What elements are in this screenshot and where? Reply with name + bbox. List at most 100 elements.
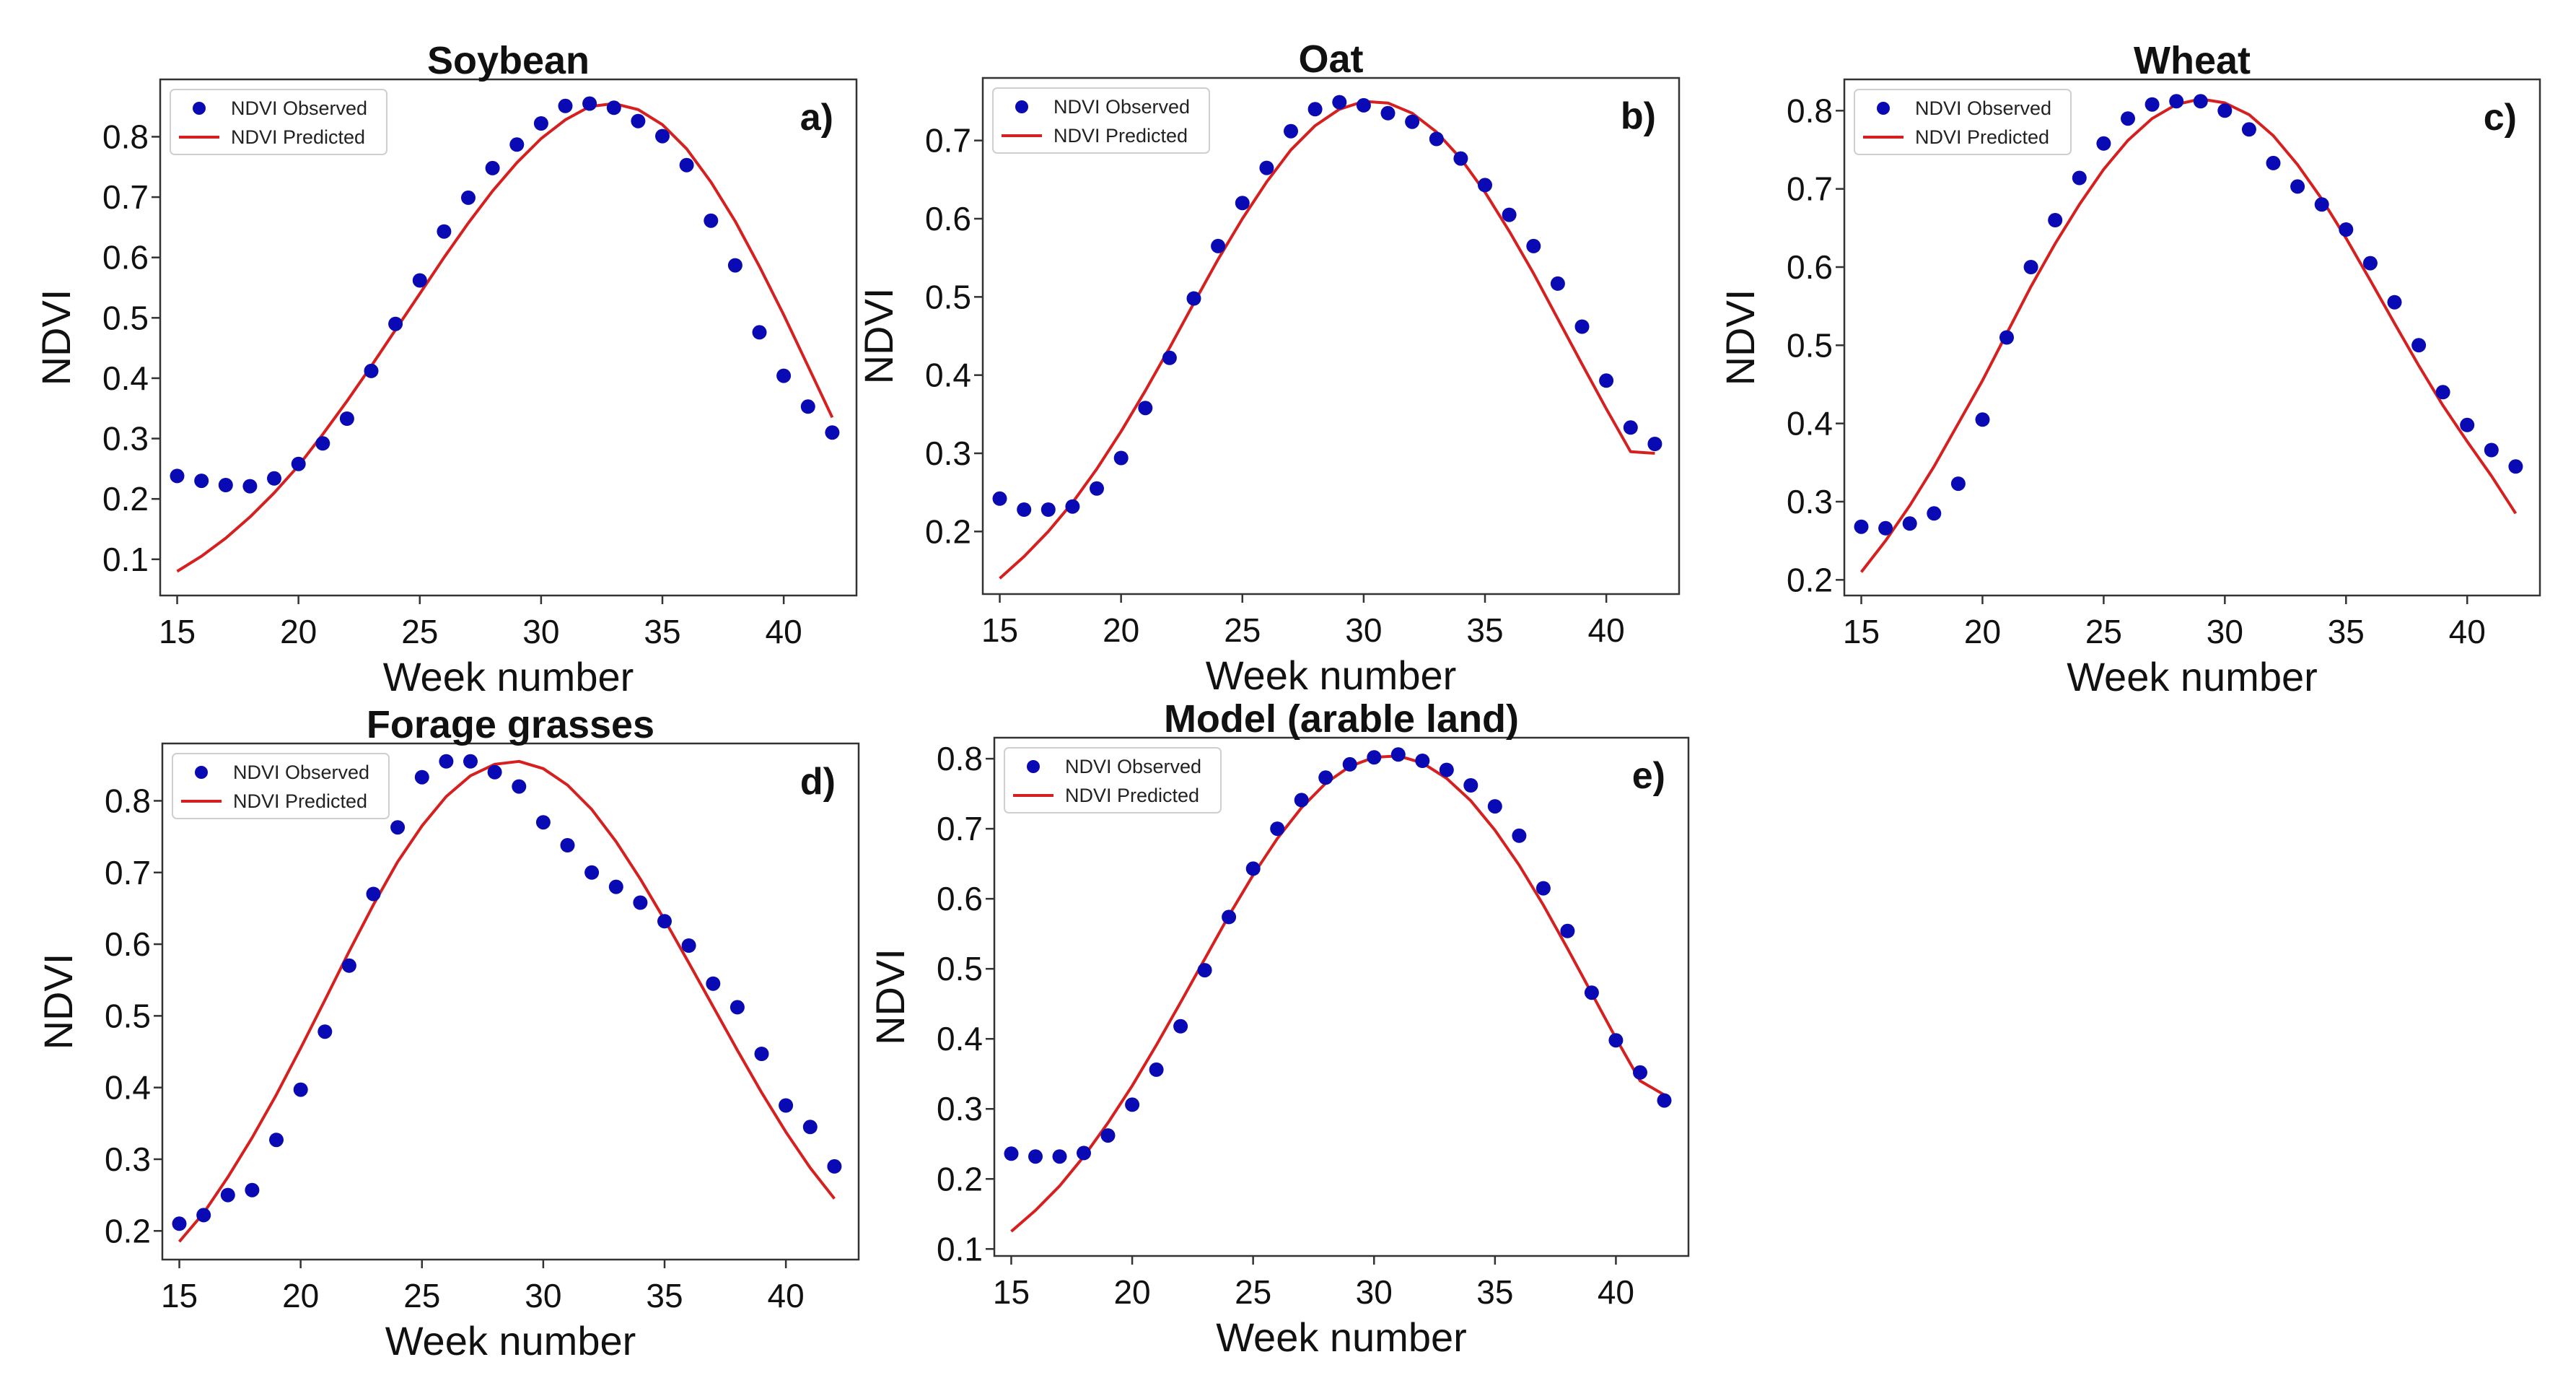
- observed-point: [341, 958, 356, 973]
- observed-point: [800, 399, 815, 414]
- x-tick-label: 40: [1588, 611, 1625, 649]
- x-tick-label: 40: [768, 1277, 805, 1314]
- x-axis-label: Week number: [383, 654, 634, 699]
- y-tick-label: 0.8: [102, 118, 149, 155]
- legend-observed-marker: [1027, 760, 1040, 773]
- y-tick-label: 0.6: [105, 925, 151, 963]
- observed-point: [218, 478, 233, 492]
- observed-point: [2048, 213, 2063, 227]
- observed-point: [291, 456, 306, 471]
- predicted-series-line: [1010, 754, 1665, 1233]
- y-tick-label: 0.4: [102, 359, 149, 397]
- y-tick-label: 0.7: [1787, 170, 1833, 208]
- observed-point: [1574, 319, 1590, 334]
- observed-point: [364, 363, 379, 378]
- panel-label: e): [1632, 755, 1665, 797]
- observed-point: [2121, 111, 2135, 126]
- observed-point: [1560, 923, 1575, 938]
- observed-point: [2435, 385, 2450, 400]
- panel-label: d): [800, 761, 836, 803]
- chart-title: Wheat: [2134, 39, 2251, 82]
- y-tick-label: 0.5: [925, 278, 971, 315]
- observed-point: [267, 471, 281, 486]
- observed-point: [1380, 105, 1396, 121]
- observed-point: [533, 116, 548, 131]
- observed-point: [366, 886, 381, 902]
- observed-point: [1077, 1146, 1091, 1161]
- observed-point: [1608, 1033, 1624, 1048]
- y-tick-label: 0.1: [102, 541, 149, 578]
- legend-observed-label: NDVI Observed: [231, 97, 367, 119]
- observed-point: [2411, 338, 2427, 353]
- observed-point: [1854, 519, 1869, 534]
- observed-point: [606, 100, 621, 115]
- x-tick-label: 35: [646, 1277, 683, 1314]
- observed-point: [779, 1098, 794, 1113]
- observed-point: [1162, 350, 1177, 365]
- legend-predicted-label: NDVI Predicted: [231, 126, 365, 148]
- predicted-series-line: [999, 100, 1655, 580]
- x-tick-label: 35: [2328, 613, 2365, 650]
- chart-panel: Soybean a) 15 20 25 30 35 40 0.1 0.2 0.3 0.4 0.5 0.6 0…: [33, 39, 858, 699]
- x-tick-label: 30: [2207, 613, 2243, 650]
- observed-point: [390, 820, 406, 835]
- predicted-series-line: [178, 759, 836, 1243]
- observed-point: [245, 1182, 260, 1197]
- observed-point: [1902, 516, 1917, 531]
- observed-point: [825, 425, 840, 440]
- observed-point: [754, 1047, 769, 1061]
- y-tick-label: 0.6: [937, 880, 983, 917]
- observed-point: [1211, 238, 1226, 253]
- y-tick-label: 0.4: [105, 1069, 151, 1107]
- observed-point: [1526, 238, 1541, 253]
- observed-point: [558, 98, 573, 113]
- observed-point: [1550, 276, 1565, 291]
- observed-point: [1235, 196, 1250, 211]
- y-tick-label: 0.2: [1787, 561, 1833, 598]
- observed-point: [1878, 520, 1893, 536]
- observed-point: [1405, 114, 1420, 129]
- y-tick-label: 0.6: [102, 239, 149, 276]
- observed-point: [1502, 207, 1517, 222]
- plot-frame: [1843, 78, 2541, 597]
- y-axis-label: NDVI: [1717, 289, 1763, 386]
- legend-predicted-label: NDVI Predicted: [1065, 785, 1199, 806]
- observed-point: [1113, 450, 1129, 466]
- legend-observed-label: NDVI Observed: [1915, 97, 2051, 119]
- observed-point: [633, 895, 648, 910]
- observed-point: [1415, 754, 1430, 768]
- x-tick-label: 15: [161, 1277, 198, 1314]
- observed-point: [1478, 178, 1492, 193]
- legend-box: [172, 753, 390, 819]
- observed-point: [1138, 401, 1153, 416]
- observed-point: [1052, 1149, 1067, 1164]
- x-tick-label: 20: [282, 1277, 319, 1314]
- legend-observed-marker: [193, 102, 206, 115]
- x-tick-label: 25: [2085, 613, 2122, 650]
- legend-observed-label: NDVI Observed: [1065, 756, 1201, 777]
- y-tick-label: 0.2: [937, 1160, 983, 1197]
- observed-point: [1342, 756, 1357, 772]
- chart-panel: Forage grasses d) 15 20 25 30 35 40 0.2 0.3 0.4 0.5…: [35, 703, 860, 1364]
- x-tick-label: 20: [1103, 611, 1139, 649]
- x-tick-label: 20: [1113, 1273, 1150, 1311]
- legend-observed-label: NDVI Observed: [1053, 96, 1190, 118]
- observed-point: [2314, 197, 2329, 212]
- observed-point: [1004, 1146, 1019, 1161]
- legend-observed-label: NDVI Observed: [233, 762, 369, 783]
- observed-point: [463, 754, 478, 769]
- observed-point: [727, 258, 742, 273]
- predicted-series-line: [176, 102, 834, 573]
- observed-point: [2362, 256, 2378, 271]
- y-tick-label: 0.5: [105, 997, 151, 1034]
- observed-point: [2266, 155, 2281, 170]
- observed-point: [776, 368, 792, 383]
- y-tick-label: 0.3: [102, 420, 149, 458]
- observed-point: [485, 160, 500, 175]
- x-axis-label: Week number: [2067, 654, 2318, 699]
- observed-point: [2193, 94, 2208, 109]
- observed-point: [172, 1216, 187, 1231]
- observed-point: [1623, 420, 1638, 435]
- observed-point: [1186, 291, 1201, 306]
- x-tick-label: 30: [1356, 1273, 1393, 1311]
